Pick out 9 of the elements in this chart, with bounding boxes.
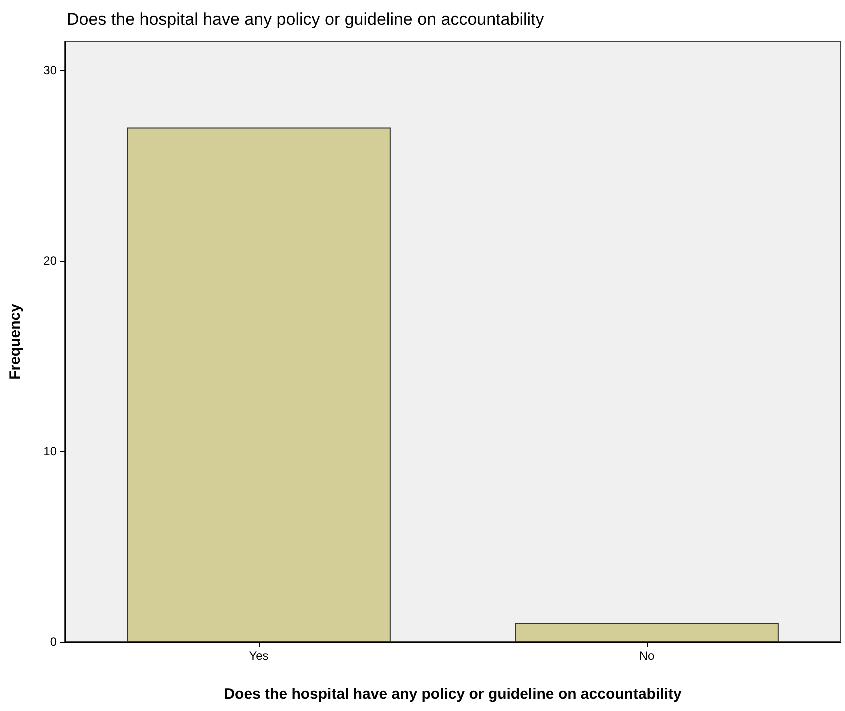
x-tick-label: No — [639, 649, 655, 663]
y-tick-label: 10 — [44, 444, 58, 459]
y-tick-label: 0 — [50, 635, 58, 649]
x-tick-label: Yes — [249, 649, 269, 663]
y-axis-title: Frequency — [7, 303, 24, 380]
chart-title: Does the hospital have any policy or guideline on accountability — [67, 10, 545, 29]
x-axis-title: Does the hospital have any policy or guideline on accountability — [224, 686, 682, 703]
y-tick-label: 30 — [44, 64, 58, 78]
y-tick-label: 20 — [44, 254, 58, 268]
